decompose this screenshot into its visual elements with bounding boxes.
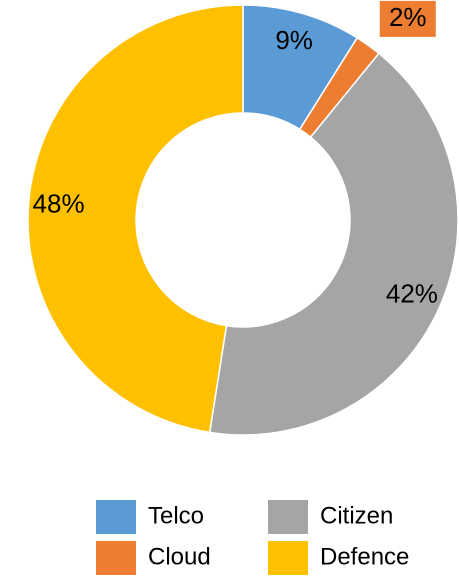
legend-swatch [268,500,308,534]
legend-label: Defence [320,543,409,570]
donut-slice [208,52,459,436]
data-label: 48% [33,189,85,219]
legend-label: Telco [148,502,204,529]
legend-label: Citizen [320,502,393,529]
legend-swatch [268,541,308,575]
legend-swatch [96,500,136,534]
data-label-box [379,0,436,37]
legend-swatch [96,541,136,575]
data-label: 9% [275,25,313,55]
data-label: 42% [386,278,438,308]
data-label: 2% [389,2,427,32]
legend-label: Cloud [148,543,211,570]
donut-slice [27,4,244,434]
